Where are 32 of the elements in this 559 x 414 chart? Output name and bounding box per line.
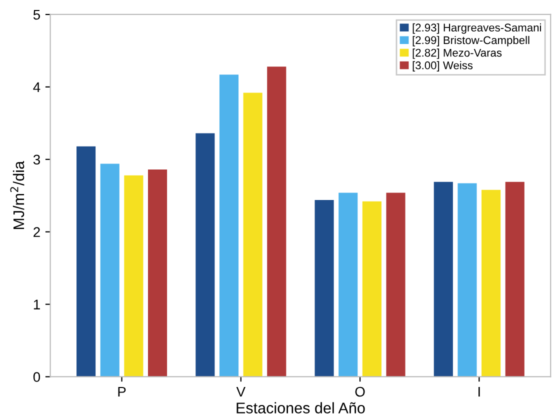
x-tick-label: V xyxy=(236,386,246,397)
legend-label: [3.00] Weiss xyxy=(412,61,473,72)
bar xyxy=(76,146,96,377)
y-axis-title: MJ/m$^{2}$/dia xyxy=(10,160,24,230)
bar xyxy=(505,182,524,377)
x-axis-title: Estaciones del Año xyxy=(236,402,365,414)
legend-label: [2.82] Mezo-Varas xyxy=(412,48,502,59)
x-tick-label: I xyxy=(478,386,480,397)
y-tick-label: 4 xyxy=(33,82,40,92)
bar xyxy=(148,170,168,377)
bar xyxy=(386,192,406,377)
y-tick-label: 0 xyxy=(33,372,40,382)
x-tick-label: P xyxy=(118,386,126,397)
bar xyxy=(219,74,239,377)
legend-label: [2.93] Hargreaves-Samani xyxy=(412,23,541,34)
bar xyxy=(362,201,382,377)
bar xyxy=(124,175,144,377)
bar xyxy=(458,183,477,377)
bar xyxy=(243,92,262,377)
bar xyxy=(267,66,286,377)
bar xyxy=(482,190,501,377)
bar xyxy=(338,192,358,377)
bar xyxy=(314,200,334,377)
y-tick-label: 3 xyxy=(33,154,40,165)
bar xyxy=(196,133,215,377)
y-tick-label: 2 xyxy=(34,227,40,237)
legend-label: [2.99] Bristow-Campbell xyxy=(412,36,530,46)
bar xyxy=(434,182,453,377)
x-tick-label: O xyxy=(355,386,365,397)
y-tick-label: 5 xyxy=(33,10,40,20)
bar xyxy=(100,164,120,377)
y-tick-label: 1 xyxy=(34,300,40,310)
